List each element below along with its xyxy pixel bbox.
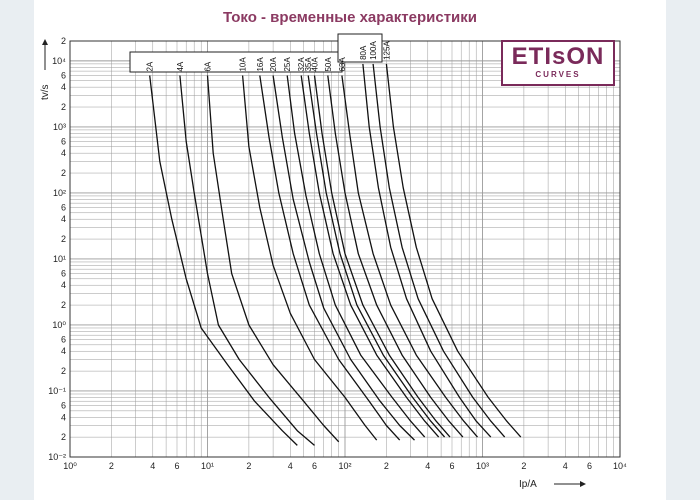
- y-tick-label: 4: [61, 214, 66, 224]
- y-tick-label: 10²: [53, 188, 66, 198]
- x-tick-label: 6: [587, 461, 592, 471]
- x-tick-label: 6: [312, 461, 317, 471]
- x-tick-label: 2: [521, 461, 526, 471]
- fuse-curve-100a: [372, 63, 506, 438]
- curve-label-6a: 6A: [204, 61, 213, 71]
- fuse-curve-10a: [241, 75, 378, 441]
- y-tick-label: 6: [61, 335, 66, 345]
- y-tick-label: 4: [61, 346, 66, 356]
- logo-main-text: ETIsON: [511, 43, 605, 70]
- x-tick-label: 2: [246, 461, 251, 471]
- y-tick-label: 2: [61, 36, 66, 46]
- page-title: Токо - временные характеристики: [223, 9, 477, 26]
- y-axis-arrowhead: [42, 39, 48, 45]
- fuse-curve-35a: [307, 75, 446, 438]
- fuse-curve-63a: [341, 75, 478, 438]
- fuse-curve-50a: [327, 75, 464, 438]
- rated-current-label-box-high: [337, 33, 383, 63]
- y-tick-label: 10⁰: [52, 320, 66, 330]
- y-tick-label: 6: [61, 203, 66, 213]
- curve-label-50a: 50A: [324, 57, 333, 72]
- fuse-curve-40a: [313, 75, 451, 438]
- curve-label-2a: 2A: [146, 61, 155, 71]
- x-tick-label: 6: [449, 461, 454, 471]
- fuse-curve-32a: [300, 75, 440, 438]
- curve-label-16a: 16A: [256, 57, 265, 72]
- y-tick-label: 2: [61, 168, 66, 178]
- y-tick-label: 4: [61, 412, 66, 422]
- logo-sub-text: CURVES: [535, 70, 581, 79]
- y-tick-label: 6: [61, 401, 66, 411]
- fuse-curve-125a: [385, 63, 522, 438]
- y-tick-label: 4: [61, 82, 66, 92]
- x-tick-label: 10⁴: [613, 461, 627, 471]
- x-tick-label: 4: [288, 461, 293, 471]
- x-tick-label: 2: [384, 461, 389, 471]
- curve-label-100a: 100A: [369, 41, 378, 60]
- y-tick-label: 4: [61, 148, 66, 158]
- y-tick-label: 2: [61, 300, 66, 310]
- x-tick-label: 10²: [338, 461, 351, 471]
- y-tick-label: 10¹: [53, 254, 66, 264]
- curve-label-35a: 35A: [304, 57, 313, 72]
- x-axis-arrowhead: [580, 481, 586, 487]
- fuse-curve-20a: [272, 75, 415, 441]
- x-tick-label: 6: [174, 461, 179, 471]
- etison-logo: ETIsON CURVES: [501, 40, 615, 86]
- y-tick-label: 10³: [53, 122, 66, 132]
- y-tick-label: 2: [61, 432, 66, 442]
- page: Токо - временные характеристики 10⁰ 2 4 6 10…: [34, 0, 666, 500]
- fuse-curve-6a: [206, 75, 340, 443]
- fuse-curve-4a: [179, 75, 315, 446]
- fuse-curve-2a: [149, 75, 298, 446]
- fuse-curve-25a: [286, 75, 426, 438]
- y-tick-label: 10⁻¹: [48, 386, 66, 396]
- x-tick-label: 4: [150, 461, 155, 471]
- curve-label-63a: 63A: [338, 57, 347, 72]
- curve-label-32a: 32A: [297, 57, 306, 72]
- x-tick-label: 2: [109, 461, 114, 471]
- curve-label-125a: 125A: [382, 41, 391, 60]
- curve-label-10a: 10A: [239, 57, 248, 72]
- curve-label-40a: 40A: [310, 57, 319, 72]
- y-tick-label: 2: [61, 234, 66, 244]
- y-tick-label: 2: [61, 366, 66, 376]
- curve-label-80a: 80A: [359, 45, 368, 60]
- curve-label-4a: 4A: [176, 61, 185, 71]
- y-axis-label: tv/s: [40, 84, 51, 100]
- x-tick-label: 10³: [476, 461, 489, 471]
- y-tick-label: 6: [61, 137, 66, 147]
- x-tick-label: 10¹: [201, 461, 214, 471]
- x-tick-label: 10⁰: [63, 461, 77, 471]
- y-tick-label: 6: [61, 71, 66, 81]
- x-axis-label: Ip/A: [519, 479, 537, 490]
- y-tick-label: 2: [61, 102, 66, 112]
- curve-label-20a: 20A: [269, 57, 278, 72]
- time-current-chart: 10⁰ 2 4 6 10¹ 2 4 6 10² 2 4 6 10³ 2 4 6 10⁴10⁻²24610⁻¹24…: [40, 33, 627, 490]
- y-tick-label: 6: [61, 269, 66, 279]
- fuse-curve-16a: [259, 75, 401, 441]
- y-tick-label: 10⁻²: [48, 452, 66, 462]
- y-tick-label: 10⁴: [52, 56, 66, 66]
- fuse-curve-80a: [362, 63, 492, 438]
- x-tick-label: 4: [425, 461, 430, 471]
- curve-label-25a: 25A: [283, 57, 292, 72]
- x-tick-label: 4: [563, 461, 568, 471]
- y-tick-label: 4: [61, 280, 66, 290]
